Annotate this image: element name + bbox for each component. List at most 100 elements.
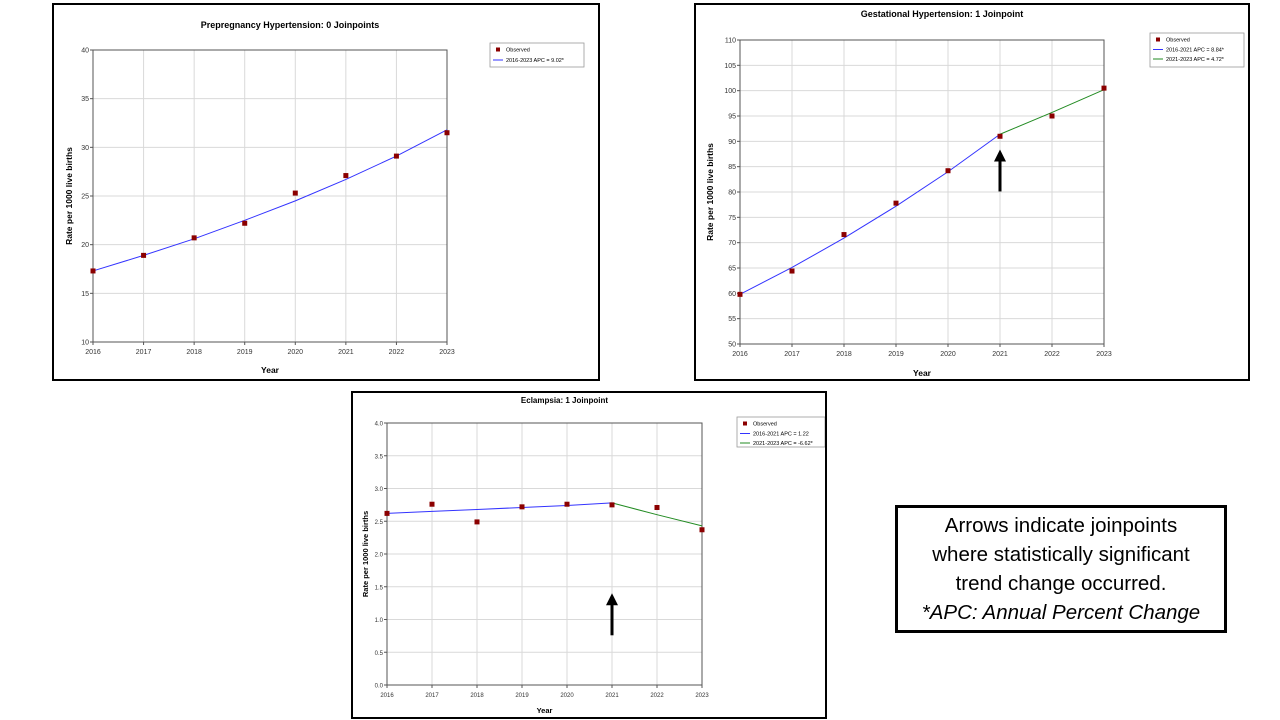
legend-series-label: 2016-2021 APC = 8.84* [1166,48,1225,54]
y-tick-label: 10 [81,340,89,347]
x-tick-label: 2022 [650,693,664,699]
observed-point [737,291,743,297]
observed-point [393,153,399,159]
y-tick-label: 65 [728,266,736,273]
y-tick-label: 2.0 [375,553,384,559]
legend-observed-label: Observed [753,422,777,428]
x-tick-label: 2023 [1096,351,1112,358]
x-tick-label: 2017 [784,351,800,358]
y-axis-label: Rate per 1000 live births [361,511,370,597]
x-tick-label: 2021 [338,349,354,356]
legend-box [489,42,585,68]
legend-observed-label: Observed [506,48,530,54]
trend-line-segment-2 [999,89,1105,135]
x-tick-label: 2016 [85,349,101,356]
observed-point [242,220,248,226]
prepregnancy-hypertension-plot: Prepregnancy Hypertension: 0 Joinpoints 1… [64,20,585,375]
observed-point [444,130,450,136]
y-tick-label: 100 [724,88,736,95]
y-tick-label: 3.0 [375,487,384,493]
observed-point [699,527,705,533]
y-tick-label: 110 [725,38,736,45]
note-line-apc: *APC: Annual Percent Change [921,601,1201,624]
observed-point [1101,85,1107,91]
x-tick-label: 2018 [186,349,202,356]
x-tick-label: 2019 [237,349,253,356]
x-tick-label: 2020 [940,351,956,358]
x-tick-label: 2022 [389,349,405,356]
eclampsia-chart: Eclampsia: 1 Joinpoint 0.0 0.5 1.0 1.5 2.0 2.5… [351,391,827,719]
note-line-1: Arrows indicate joinpoints [944,514,1178,537]
y-tick-label: 35 [81,96,89,103]
trend-line-segment-1 [739,133,1001,295]
legend-observed-label: Observed [1166,38,1190,44]
y-tick-label: 75 [728,215,736,222]
observed-point [90,268,96,274]
x-tick-label: 2018 [470,693,484,699]
x-tick-label: 2019 [515,693,529,699]
y-tick-label: 0.0 [375,684,384,690]
observed-point [343,173,349,179]
y-tick-label: 15 [81,291,89,298]
observed-point [292,190,298,196]
y-tick-label: 70 [728,240,736,247]
trend-line-segment-2 [611,502,703,527]
y-tick-label: 50 [728,342,736,349]
y-tick-label: 95 [728,114,736,121]
observed-point [841,232,847,238]
legend-series-label: 2016-2021 APC = 1.22 [753,432,809,438]
x-tick-label: 2021 [992,351,1008,358]
observed-point [654,504,660,510]
y-tick-label: 4.0 [375,422,384,428]
x-tick-label: 2016 [380,693,394,699]
x-tick-label: 2017 [136,349,152,356]
observed-point [997,133,1003,139]
x-tick-label: 2023 [695,693,709,699]
observed-point [474,519,480,525]
observed-point [429,501,435,507]
observed-point [384,510,390,516]
x-axis-label: Year [261,365,280,375]
joinpoint-arrow-head [606,593,618,606]
legend-box [736,416,825,448]
observed-point [945,168,951,174]
legend-series-label: 2021-2023 APC = -6.62* [753,441,814,447]
observed-point [1049,113,1055,119]
note-line-2: where statistically significant [932,543,1190,566]
chart-title: Eclampsia: 1 Joinpoint [521,396,608,405]
x-tick-label: 2017 [425,693,439,699]
y-tick-label: 80 [728,190,736,197]
y-tick-label: 2.5 [375,520,384,526]
trend-line-segment-1 [92,129,448,272]
chart-title: Gestational Hypertension: 1 Joinpoint [861,9,1024,19]
legend-observed-marker [1156,37,1160,42]
observed-point [564,501,570,507]
observed-point [789,268,795,274]
y-tick-label: 60 [728,291,736,298]
observed-point [893,200,899,206]
chart-title: Prepregnancy Hypertension: 0 Joinpoints [201,20,380,30]
y-tick-label: 105 [724,63,736,70]
plot-frame [739,39,1105,345]
joinpoint-note-box: Arrows indicate joinpoints where statist… [895,505,1227,633]
y-tick-label: 1.5 [375,585,384,591]
y-axis-label: Rate per 1000 live births [64,147,74,245]
plot-frame [386,422,703,686]
y-tick-label: 1.0 [375,618,384,624]
y-tick-label: 20 [81,242,89,249]
eclampsia-plot: Eclampsia: 1 Joinpoint 0.0 0.5 1.0 1.5 2.0 2.5… [361,396,825,715]
note-line-3: trend change occurred. [955,572,1167,595]
y-tick-label: 0.5 [375,651,384,657]
y-tick-label: 55 [728,316,736,323]
trend-line-segment-1 [386,502,613,514]
x-tick-label: 2022 [1044,351,1060,358]
x-tick-label: 2020 [560,693,574,699]
x-axis-label: Year [913,368,932,378]
y-tick-label: 3.5 [375,454,384,460]
y-tick-label: 30 [81,145,89,152]
legend-series-label: 2021-2023 APC = 4.72* [1166,57,1225,63]
x-tick-label: 2019 [888,351,904,358]
x-tick-label: 2018 [836,351,852,358]
legend-observed-marker [743,421,747,426]
y-axis-label: Rate per 1000 live births [705,143,715,241]
